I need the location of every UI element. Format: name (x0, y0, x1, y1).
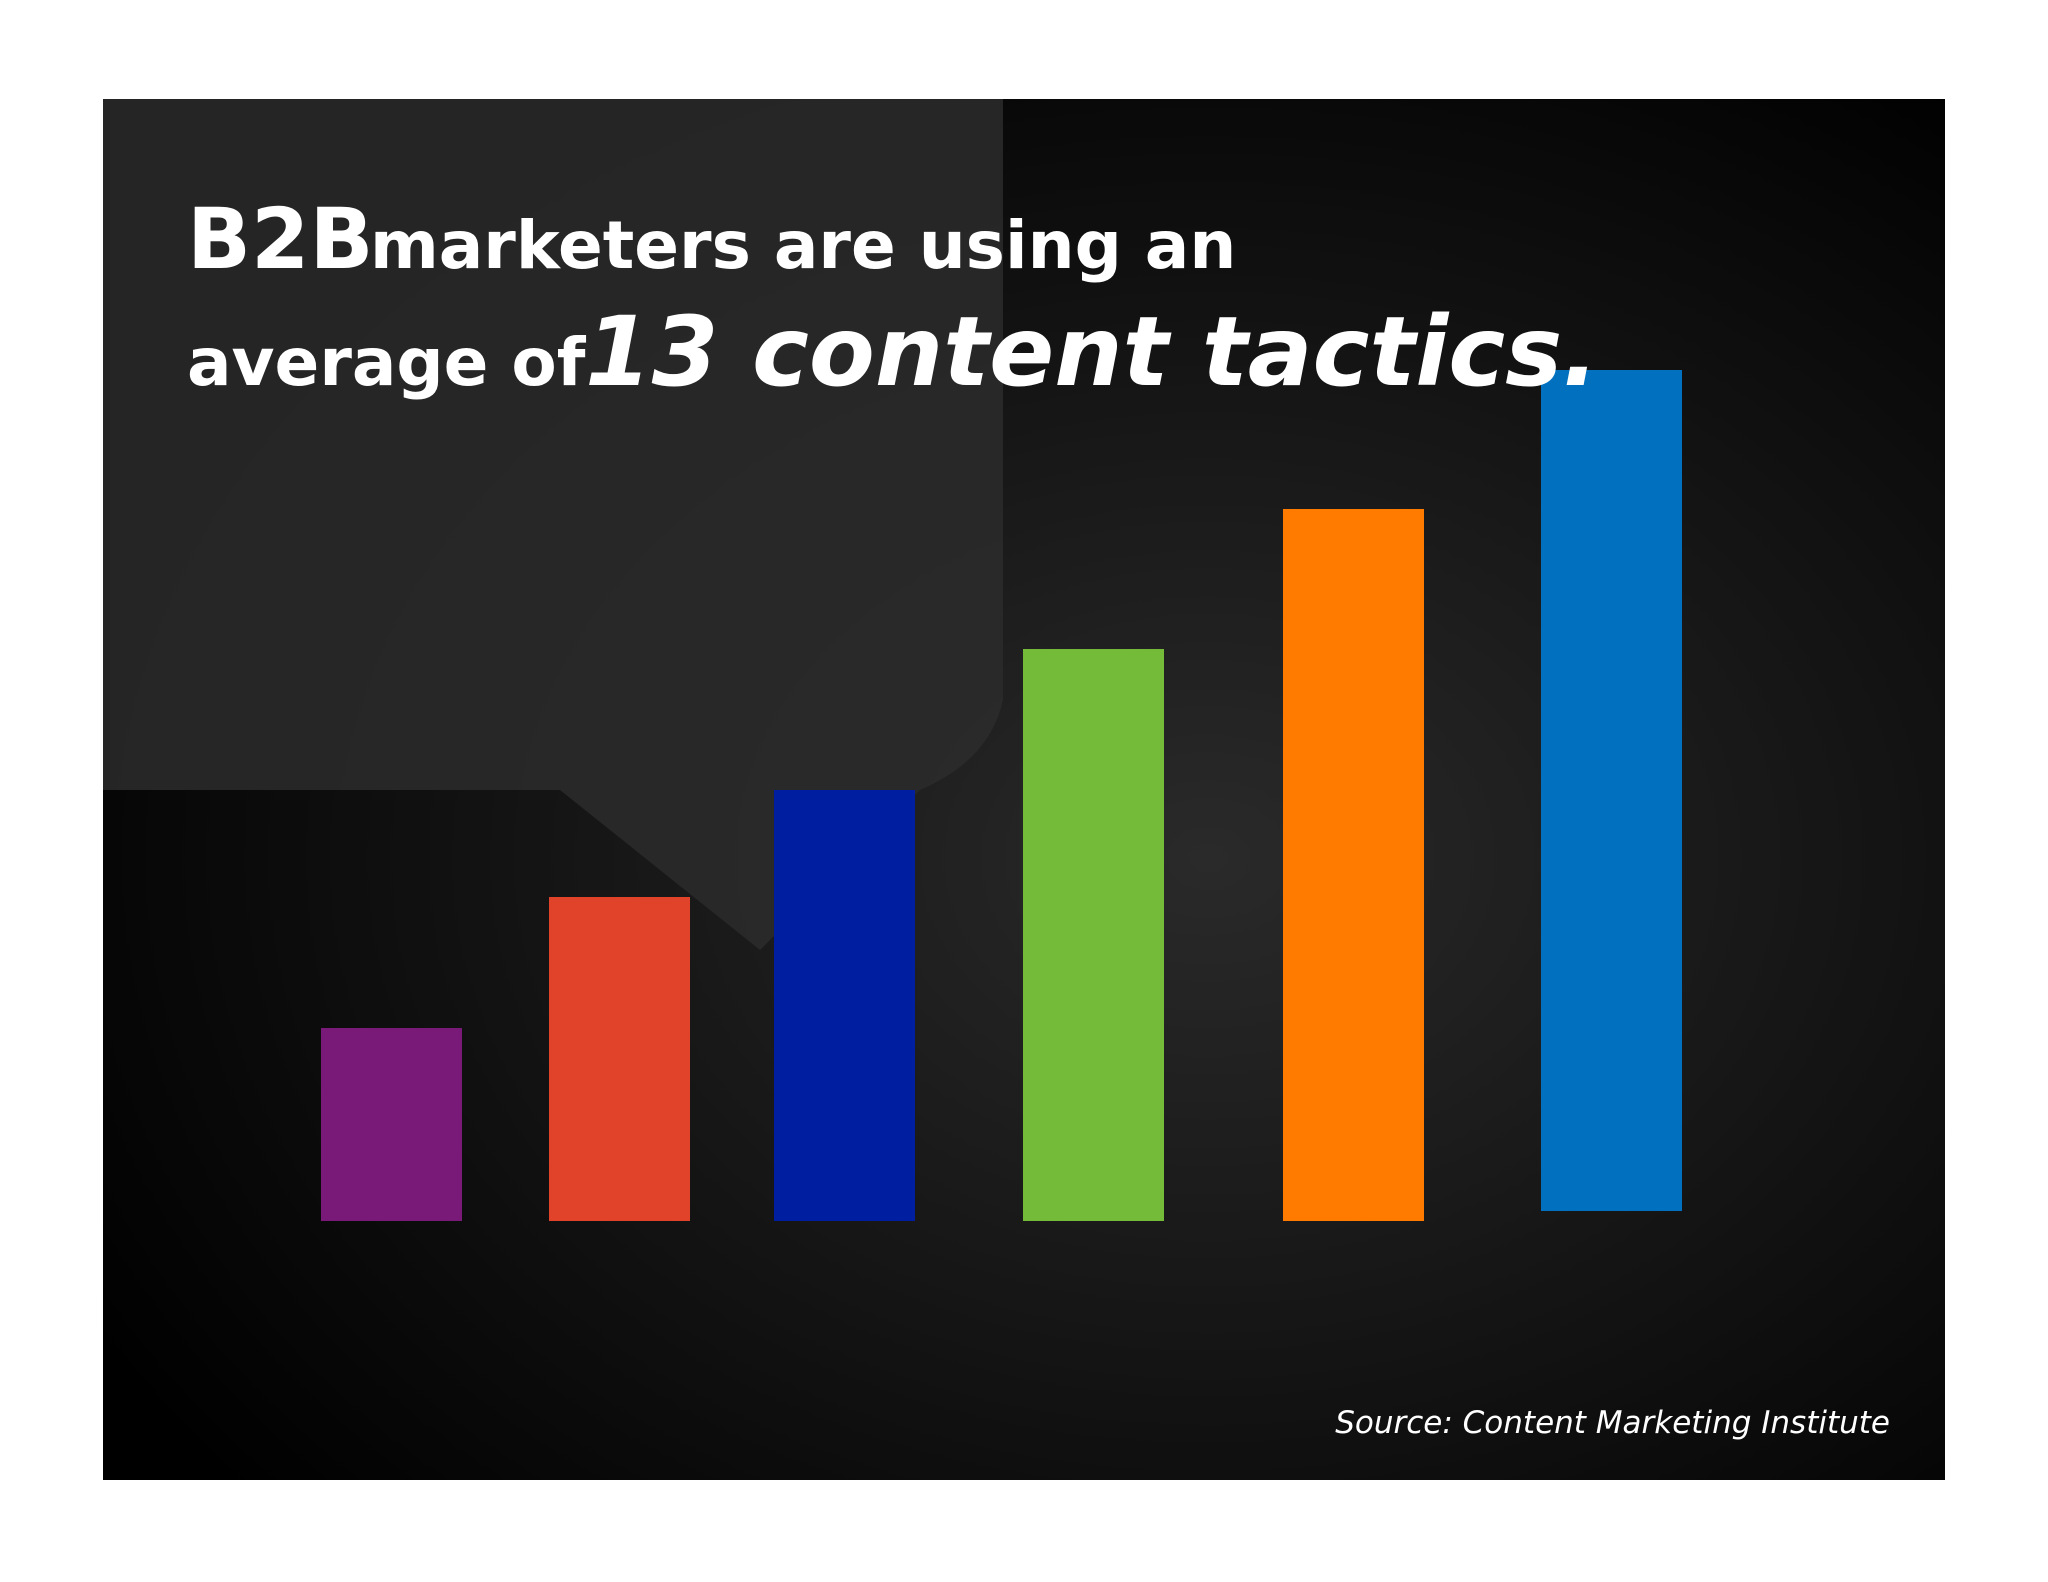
bar (1023, 649, 1164, 1221)
source: Source: Content Marketing Institute (1335, 1405, 1890, 1441)
title-emphasis: 13 content tactics. (585, 296, 1599, 408)
title-emphasis: B2B (187, 190, 374, 288)
bar (1283, 509, 1424, 1221)
title-line: average of (187, 324, 587, 401)
bar (321, 1028, 462, 1221)
title-line: marketers are using an (370, 207, 1236, 284)
bar (774, 790, 915, 1221)
bar (1541, 370, 1682, 1211)
bar (549, 897, 690, 1221)
highlight (103, 99, 1003, 950)
